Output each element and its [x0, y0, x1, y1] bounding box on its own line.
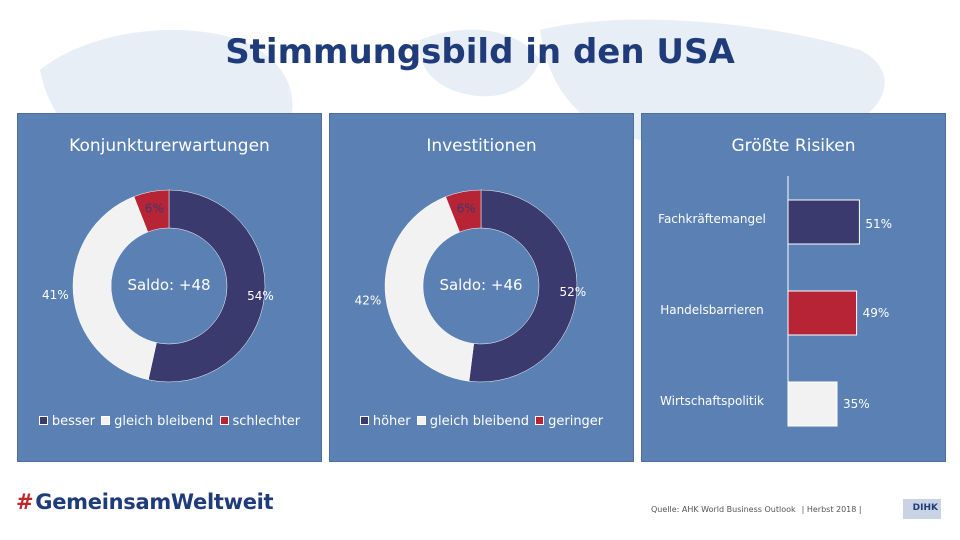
slice-value-label: 6% — [457, 201, 476, 215]
legend-item: schlechter — [219, 414, 301, 429]
legend-swatch — [535, 416, 545, 425]
bar-chart-risiken: Fachkräftemangel 51% Handelsbarrieren 49% Wi… — [658, 176, 892, 427]
legend-item: geringer — [535, 414, 603, 429]
panel-risiken: Größte Risiken Fachkräftemangel 51% Handel… — [641, 113, 946, 462]
page-title: Stimmungsbild in den USA — [225, 32, 735, 72]
legend-item: gleich bleibend — [101, 414, 213, 429]
bar-category-label: Wirtschaftspolitik — [660, 394, 764, 408]
slice-value-label: 6% — [145, 201, 164, 215]
donut-chart-investitionen: 52% 42% 6% Saldo: +46 — [355, 189, 586, 383]
saldo-label: Saldo: +48 — [127, 276, 210, 294]
legend: besser gleich bleibend schlechter — [18, 414, 321, 429]
legend-label: gleich bleibend — [114, 414, 214, 429]
bar-value-label: 49% — [863, 306, 890, 320]
slice-value-label: 52% — [559, 285, 586, 299]
slice-value-label: 54% — [247, 289, 274, 303]
bar-value-label: 51% — [865, 217, 892, 231]
slice-value-label: 42% — [355, 293, 382, 307]
legend-label: höher — [372, 414, 411, 429]
legend-label: besser — [51, 414, 96, 429]
chart-title: Investitionen — [426, 136, 537, 156]
panel-investitionen: Investitionen 52% 42% 6% Saldo: +46 höher g… — [329, 113, 634, 462]
dihk-logo: DIHK — [903, 499, 941, 519]
donut-slice-1 — [384, 196, 475, 382]
donut-chart-konjunktur: 54% 41% 6% Saldo: +48 — [42, 189, 274, 383]
donut-slice-2 — [445, 189, 482, 233]
legend-swatch — [416, 416, 426, 425]
bar-category-label: Handelsbarrieren — [660, 303, 764, 317]
hash-icon: # — [16, 490, 34, 514]
source-note: Quelle: AHK World Business Outlook | Herb… — [651, 505, 868, 514]
legend-item: höher — [359, 414, 411, 429]
dihk-logo-text: DIHK — [912, 503, 938, 513]
legend: höher gleich bleibend geringer — [330, 414, 633, 429]
saldo-label: Saldo: +46 — [439, 276, 522, 294]
bar-2 — [787, 381, 838, 427]
legend-swatch — [101, 416, 111, 425]
bar-0 — [787, 199, 860, 245]
donut-slice-2 — [133, 189, 170, 233]
bar-category-label: Fachkräftemangel — [658, 212, 766, 226]
donut-slice-1 — [72, 196, 157, 381]
source-text: Quelle: AHK World Business Outlook — [651, 505, 796, 514]
legend-swatch — [359, 416, 369, 425]
panel-konjunktur: Konjunkturerwartungen 54% 41% 6% Saldo: +48… — [17, 113, 322, 462]
legend-label: gleich bleibend — [429, 414, 529, 429]
legend-item: besser — [38, 414, 96, 429]
legend-swatch — [38, 416, 48, 425]
slice-value-label: 41% — [42, 288, 69, 302]
gemeinsamweltweit-logo: #GemeinsamWeltweit — [16, 490, 274, 514]
bar-1 — [787, 290, 858, 336]
legend-swatch — [219, 416, 229, 425]
bar-value-label: 35% — [843, 397, 870, 411]
logo-text: GemeinsamWeltweit — [35, 490, 274, 514]
legend-item: gleich bleibend — [416, 414, 529, 429]
legend-label: geringer — [548, 414, 604, 429]
season-text: | Herbst 2018 | — [801, 505, 862, 514]
legend-label: schlechter — [232, 414, 301, 429]
chart-title: Größte Risiken — [731, 136, 856, 156]
chart-title: Konjunkturerwartungen — [69, 136, 270, 156]
